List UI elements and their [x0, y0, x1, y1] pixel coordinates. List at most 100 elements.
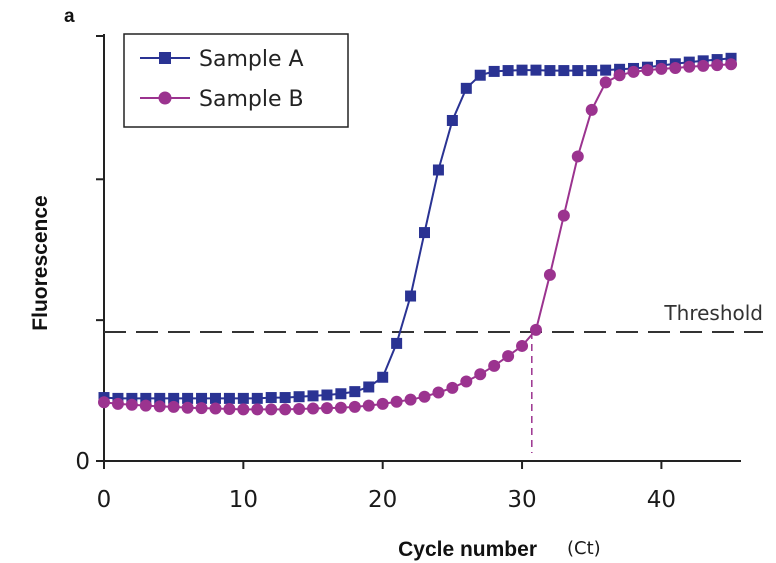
threshold-label: Threshold [663, 301, 763, 325]
data-point-circle [181, 401, 194, 414]
legend-box [123, 33, 349, 128]
data-point-square [446, 114, 458, 126]
data-point-circle [334, 401, 347, 414]
data-point-square [474, 69, 486, 81]
data-point-square [196, 392, 208, 404]
legend-label: Sample B [199, 87, 304, 112]
data-point-square [391, 337, 403, 349]
y-tick-label: 0 [75, 449, 90, 475]
data-point-square [321, 389, 333, 401]
legend: Sample A Sample B [123, 33, 349, 128]
data-point-square [335, 388, 347, 400]
data-point-circle [711, 59, 724, 72]
data-point-circle [320, 402, 333, 415]
data-point-square [502, 65, 514, 77]
data-point-circle [404, 393, 417, 406]
data-point-circle [390, 395, 403, 408]
x-tick-label: 30 [507, 487, 536, 513]
x-tick-label: 0 [97, 487, 112, 513]
data-point-square [405, 290, 417, 302]
data-point-circle [195, 402, 208, 415]
data-point-circle [655, 62, 668, 75]
x-tick-label: 20 [368, 487, 397, 513]
data-point-square [126, 392, 138, 404]
data-point-square [168, 392, 180, 404]
data-point-square [293, 391, 305, 403]
data-point-circle [446, 381, 459, 394]
series-line [103, 57, 732, 400]
data-point-circle [265, 403, 278, 416]
x-axis-title-suffix: (Ct) [567, 538, 601, 559]
data-point-circle [627, 65, 640, 78]
data-point-circle [98, 396, 110, 409]
data-point-circle [683, 60, 696, 73]
data-point-square [279, 392, 291, 404]
data-point-square [377, 371, 389, 383]
data-point-square [432, 164, 444, 176]
series-sample-a [98, 52, 737, 404]
panel-label: a [64, 6, 75, 27]
legend-item: Sample A [140, 47, 304, 72]
x-tick-label: 10 [229, 487, 258, 513]
data-point-square [586, 65, 598, 77]
data-point-circle [669, 62, 682, 75]
data-point-circle [585, 103, 598, 116]
data-point-circle [139, 399, 152, 412]
data-point-circle [432, 386, 445, 399]
data-point-square [600, 64, 612, 76]
data-point-square [516, 64, 528, 76]
data-point-square [363, 381, 375, 393]
data-point-square [544, 65, 556, 77]
data-point-square [530, 64, 542, 76]
legend-marker-circle [158, 91, 172, 105]
axes: 00 10 20 30 40 [75, 34, 741, 513]
data-point-circle [571, 150, 584, 163]
legend-marker-square [159, 52, 171, 64]
threshold-layer: Threshold [104, 301, 763, 453]
data-point-circle [209, 402, 222, 415]
data-point-circle [153, 400, 166, 413]
data-point-circle [237, 403, 250, 416]
data-point-circle [279, 403, 292, 416]
x-axis-title: Cycle number [398, 538, 537, 561]
data-point-square [209, 392, 221, 404]
y-axis-title: Fluorescence [29, 195, 52, 330]
data-point-square [182, 392, 194, 404]
data-point-circle [348, 400, 361, 413]
data-point-circle [293, 402, 306, 415]
data-point-circle [529, 323, 542, 336]
data-point-square [460, 82, 472, 94]
data-point-square [237, 392, 249, 404]
data-point-square [572, 65, 584, 77]
data-point-circle [641, 64, 654, 77]
data-point-square [307, 390, 319, 402]
data-point-square [251, 392, 263, 404]
data-point-square [419, 227, 430, 239]
data-point-circle [557, 209, 570, 222]
data-point-circle [474, 368, 487, 381]
data-point-circle [376, 397, 389, 410]
data-point-circle [111, 397, 124, 410]
data-point-circle [223, 402, 236, 415]
data-point-circle [488, 359, 501, 372]
x-tick-label: 40 [647, 487, 676, 513]
data-point-circle [460, 375, 473, 388]
data-point-circle [613, 69, 626, 82]
data-point-circle [167, 400, 180, 413]
data-point-circle [125, 398, 138, 411]
data-point-square [154, 392, 166, 404]
data-point-circle [502, 350, 515, 363]
data-point-square [488, 65, 500, 77]
series-sample-b [98, 58, 738, 416]
data-point-circle [307, 402, 320, 415]
data-point-circle [725, 58, 738, 71]
data-point-circle [418, 390, 431, 403]
data-point-circle [251, 403, 264, 416]
series-layer [98, 52, 738, 416]
data-point-square [558, 65, 570, 77]
data-point-circle [543, 268, 556, 281]
data-point-square [223, 392, 235, 404]
series-line [103, 63, 732, 411]
data-point-square [265, 392, 277, 404]
